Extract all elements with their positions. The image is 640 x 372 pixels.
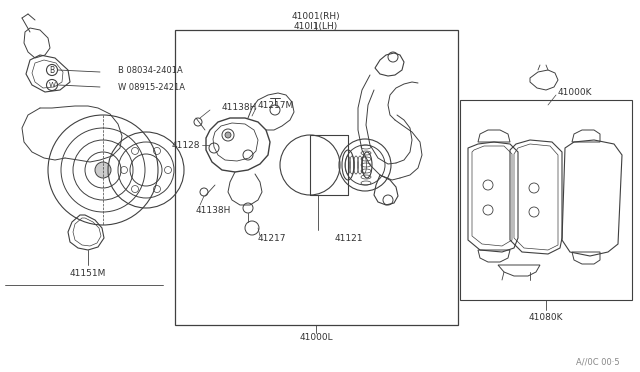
Text: 41138H: 41138H bbox=[222, 103, 257, 112]
Text: 41151M: 41151M bbox=[70, 269, 106, 278]
Bar bbox=[175, 30, 458, 325]
Text: A//0C 00·5: A//0C 00·5 bbox=[577, 357, 620, 366]
Circle shape bbox=[95, 162, 111, 178]
Text: 41121: 41121 bbox=[335, 234, 364, 243]
Text: B: B bbox=[49, 65, 54, 74]
Bar bbox=[460, 100, 632, 300]
Text: 41217: 41217 bbox=[258, 234, 287, 243]
Text: 41000L: 41000L bbox=[299, 334, 333, 343]
Circle shape bbox=[225, 132, 231, 138]
Text: 41138H: 41138H bbox=[196, 205, 232, 215]
Text: 41217M: 41217M bbox=[258, 100, 294, 109]
Text: 41128: 41128 bbox=[172, 141, 200, 150]
Text: 41080K: 41080K bbox=[529, 312, 563, 321]
Text: W 08915-2421A: W 08915-2421A bbox=[118, 83, 185, 92]
Text: 41000K: 41000K bbox=[558, 87, 593, 96]
Text: 41001(RH): 41001(RH) bbox=[292, 12, 340, 20]
Text: 410l1(LH): 410l1(LH) bbox=[294, 22, 338, 31]
Text: B 08034-2401A: B 08034-2401A bbox=[118, 65, 183, 74]
Text: W: W bbox=[49, 82, 56, 88]
